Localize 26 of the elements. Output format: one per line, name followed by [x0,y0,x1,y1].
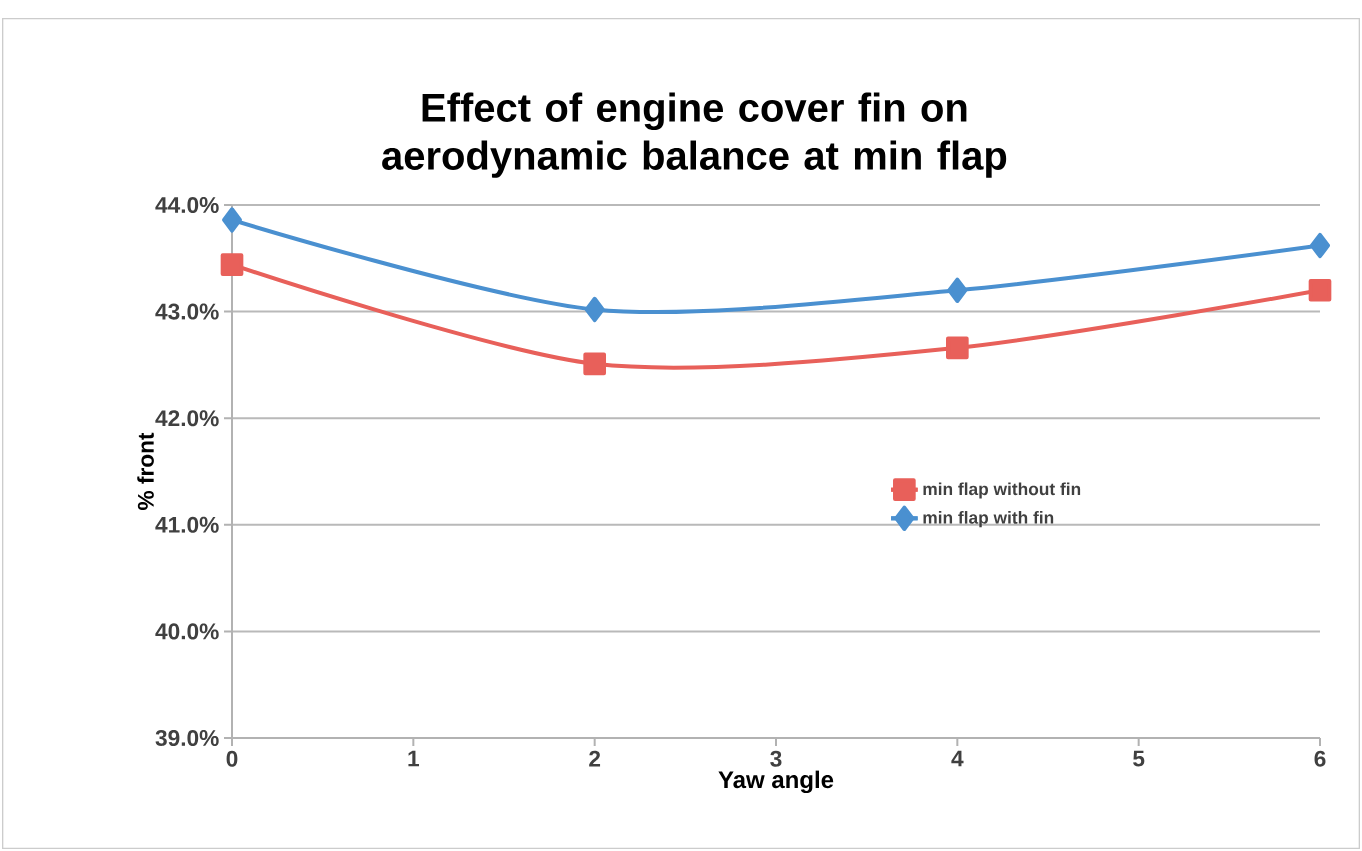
point [222,207,243,233]
chart-title: Effect of engine cover fin on aerodynamic balance at min flap [382,92,1007,178]
legend-label: min flap with fin [923,511,1054,528]
point [583,352,606,376]
y-tick-label: 42.0% [155,410,219,427]
y-tick-label: 44.0% [155,196,219,214]
y-axis-title: % front [137,432,154,510]
x-tick-label: 2 [589,750,601,767]
x-tick-label: 5 [1133,750,1145,767]
x-axis-title: Yaw angle [718,770,834,794]
point [946,336,969,360]
x-tick-label: 6 [1314,750,1326,767]
x-tick-label: 0 [226,750,238,767]
point [947,277,968,303]
y-tick-label: 39.0% [155,729,219,747]
point [220,253,244,277]
point [584,296,605,323]
point [1308,278,1332,302]
x-tick-label: 3 [770,750,782,767]
legend-label: min flap without fin [923,482,1081,499]
x-tick-label: 4 [951,750,964,767]
y-tick-label: 41.0% [155,516,219,533]
y-tick-label: 40.0% [155,623,219,640]
x-tick-label: 1 [408,750,420,767]
y-tick-label: 43.0% [155,303,219,320]
point [1310,232,1330,259]
